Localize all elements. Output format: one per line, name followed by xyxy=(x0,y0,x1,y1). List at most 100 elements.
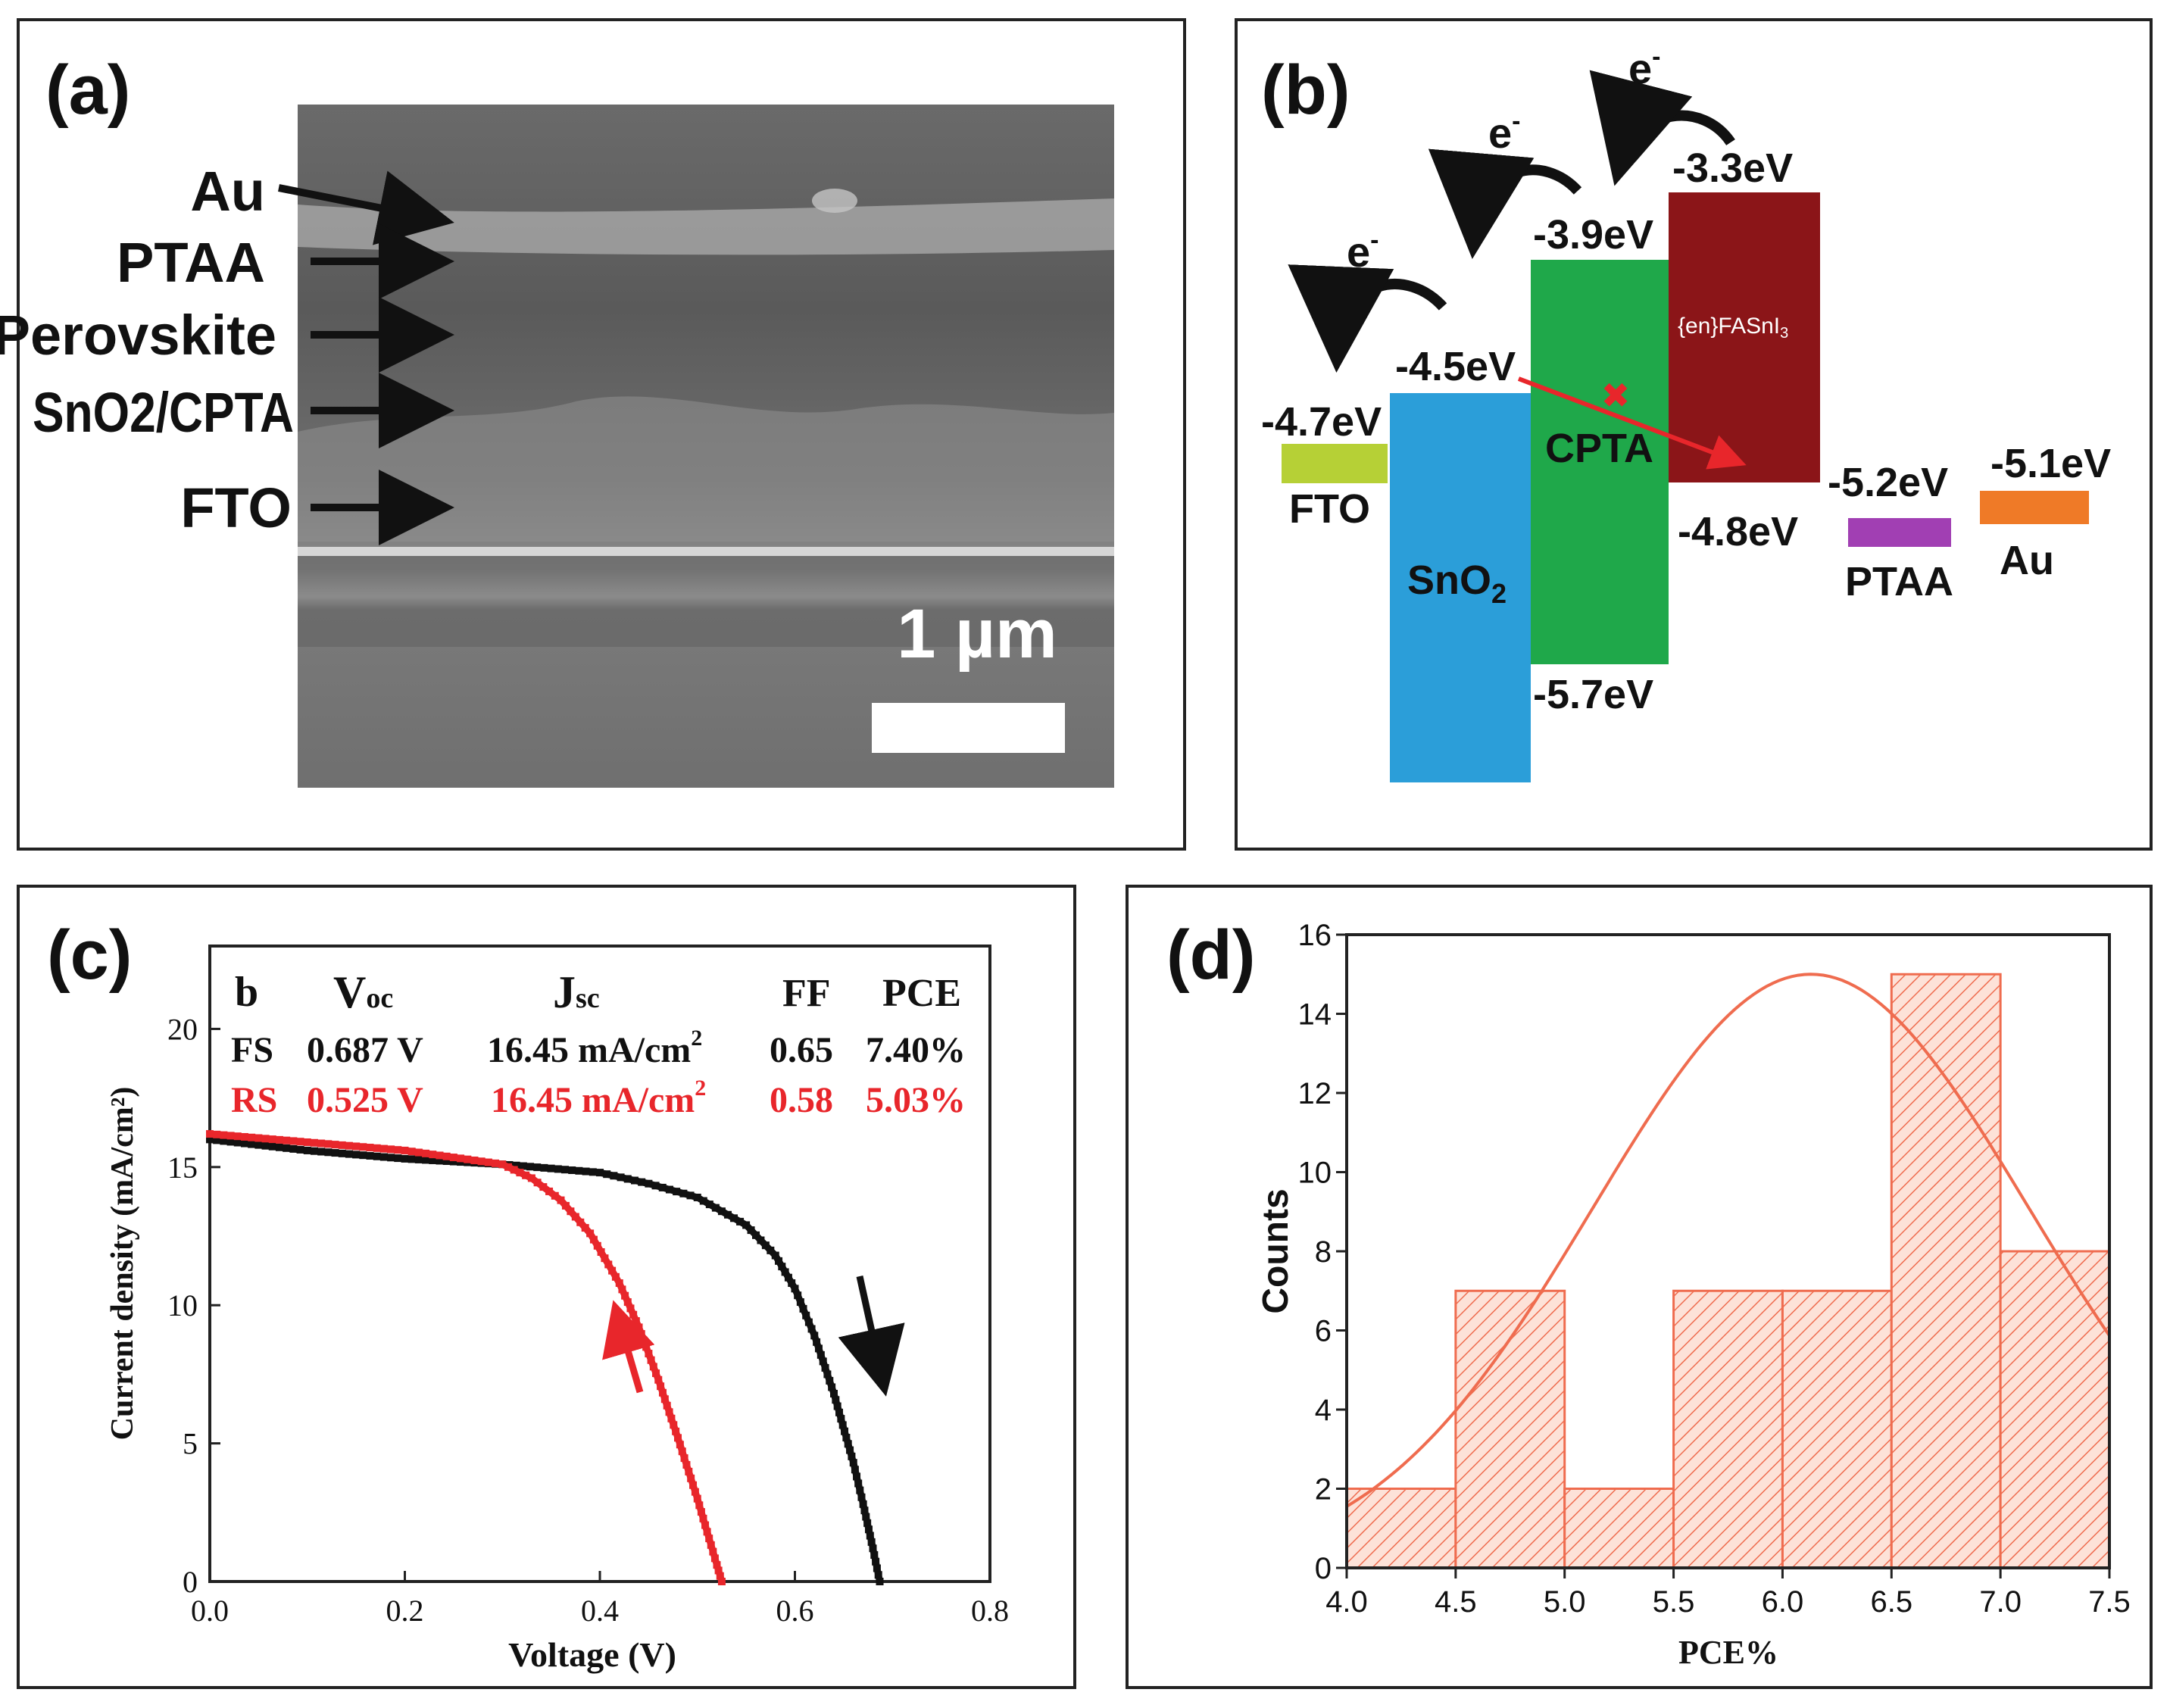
data-point xyxy=(601,1254,609,1263)
data-point xyxy=(689,1481,698,1489)
data-point xyxy=(658,1183,667,1191)
data-point xyxy=(268,1135,276,1144)
data-point xyxy=(832,1396,840,1404)
data-point xyxy=(611,1272,620,1281)
layer-label-au: Au xyxy=(190,160,265,223)
table-row-rs: RS 0.525 V 16.45 mA/cm2 0.58 5.03% xyxy=(231,1076,966,1120)
electron-label-3-text: e xyxy=(1628,45,1652,92)
perovskite-name: {en}FASnI3 xyxy=(1678,314,1788,342)
data-point xyxy=(589,1168,597,1176)
cpta-top-level: -3.9eV xyxy=(1533,212,1653,258)
data-point xyxy=(663,1401,671,1410)
data-point xyxy=(401,1154,409,1163)
electron-label-2-sup: - xyxy=(1512,107,1520,136)
data-point xyxy=(816,1350,825,1359)
data-point xyxy=(714,1566,723,1575)
data-point xyxy=(220,1137,228,1145)
panel-d-label: (d) xyxy=(1166,916,1255,994)
data-point xyxy=(642,1343,651,1351)
data-point xyxy=(710,1554,719,1563)
layer-arrows xyxy=(278,170,454,545)
fs-ff: 0.65 xyxy=(770,1030,833,1070)
perovskite-bottom-level: -4.8eV xyxy=(1678,509,1798,554)
y-tick-label: 5 xyxy=(183,1427,198,1461)
data-point xyxy=(866,1532,874,1540)
data-point xyxy=(387,1154,395,1162)
layer-label-ptaa: PTAA xyxy=(117,231,265,294)
band-cpta xyxy=(1531,260,1669,664)
rs-voc: 0.525 V xyxy=(307,1080,423,1120)
data-point xyxy=(654,1375,663,1384)
data-point xyxy=(540,1163,548,1172)
data-point xyxy=(730,1214,738,1222)
y-tick-label: 6 xyxy=(1315,1315,1332,1348)
data-point xyxy=(407,1148,416,1156)
data-point xyxy=(575,1166,583,1175)
data-point xyxy=(854,1479,863,1488)
data-point xyxy=(699,1514,707,1522)
data-point xyxy=(596,1169,604,1177)
data-point xyxy=(705,1201,713,1209)
data-point xyxy=(582,1167,590,1176)
plot-d-ylabel: Counts xyxy=(1256,1188,1296,1313)
electron-label-1-text: e xyxy=(1347,228,1370,276)
data-point xyxy=(519,1162,527,1170)
data-point xyxy=(791,1285,799,1293)
data-point xyxy=(533,1163,542,1172)
data-point xyxy=(651,1182,660,1190)
data-point xyxy=(283,1144,291,1152)
cpta-bottom-level: -5.7eV xyxy=(1533,672,1653,717)
data-point xyxy=(872,1557,880,1566)
data-point xyxy=(846,1446,854,1454)
band-ptaa xyxy=(1848,518,1951,547)
layer-label-perovskite: Perovskite xyxy=(0,304,276,367)
data-point xyxy=(874,1571,882,1579)
fs-jsc-text: 16.45 mA/cm xyxy=(487,1030,691,1070)
data-point xyxy=(876,1578,884,1585)
y-tick-label: 20 xyxy=(167,1012,198,1046)
data-point xyxy=(589,1235,598,1244)
histogram-bar xyxy=(1890,973,2002,1569)
data-point xyxy=(206,1130,214,1138)
band-fto xyxy=(1282,444,1388,483)
header-ff: FF xyxy=(782,972,831,1015)
data-point xyxy=(275,1135,283,1144)
data-point xyxy=(557,1196,565,1204)
data-point xyxy=(498,1160,507,1169)
data-point xyxy=(687,1474,695,1482)
data-point xyxy=(672,1427,680,1435)
electron-arrow-1 xyxy=(1288,264,1447,373)
data-point xyxy=(331,1149,339,1157)
rs-tag: RS xyxy=(231,1080,277,1120)
data-point xyxy=(826,1376,834,1385)
data-point xyxy=(804,1318,813,1326)
data-point xyxy=(778,1263,786,1271)
data-point xyxy=(373,1152,381,1160)
data-point xyxy=(676,1441,684,1449)
data-point xyxy=(771,1251,779,1260)
data-point xyxy=(709,1547,717,1556)
data-point xyxy=(680,1454,688,1463)
data-point xyxy=(802,1311,810,1319)
data-point xyxy=(695,1501,704,1510)
data-point xyxy=(693,1193,701,1201)
data-point xyxy=(414,1155,423,1163)
electron-label-1-sup: - xyxy=(1370,226,1378,254)
data-point xyxy=(568,1166,576,1174)
y-tick-label: 15 xyxy=(167,1151,198,1185)
data-point xyxy=(747,1226,755,1235)
electron-transfer-arrows xyxy=(1288,70,1735,373)
plot-d-ticks: 4.0 4.5 5.0 5.5 6.0 6.5 7.0 7.5 0 2 4 6 8 10 12 14 16 xyxy=(1298,919,2131,1619)
y-tick-label: 14 xyxy=(1298,998,1332,1032)
data-point xyxy=(597,1247,605,1256)
data-point xyxy=(828,1383,836,1391)
fs-jsc: 16.45 mA/cm2 xyxy=(487,1026,702,1070)
data-point xyxy=(394,1146,402,1154)
data-point xyxy=(657,1382,665,1391)
panel-d-frame xyxy=(1126,885,2153,1689)
rs-jsc-sup: 2 xyxy=(695,1076,706,1101)
data-point xyxy=(842,1433,851,1441)
perovskite-top-level: -3.3eV xyxy=(1672,145,1793,191)
data-point xyxy=(268,1142,276,1151)
